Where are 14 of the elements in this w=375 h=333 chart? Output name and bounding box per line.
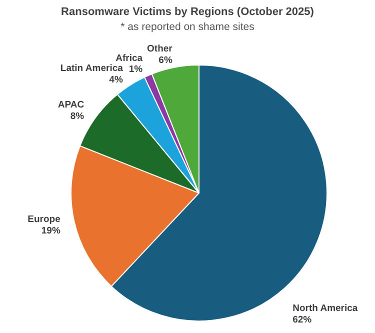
data-label: 1%	[128, 64, 144, 76]
slice-label: Africa	[116, 52, 144, 64]
data-label: 62%	[292, 314, 312, 326]
slice-label: North America	[292, 302, 358, 314]
data-label: 4%	[109, 74, 124, 86]
slice-label: Other	[147, 44, 173, 55]
data-label: 19%	[41, 225, 61, 236]
slice-label: APAC	[58, 100, 84, 111]
data-label: 8%	[70, 111, 85, 122]
data-label: 6%	[158, 55, 173, 66]
chart-title: Ransomware Victims by Regions (October 2025)	[60, 6, 315, 18]
chart-subtitle: * as reported on shame sites	[120, 21, 256, 33]
slice-label: Latin America	[60, 63, 124, 74]
slice-label: Europe	[28, 214, 60, 226]
